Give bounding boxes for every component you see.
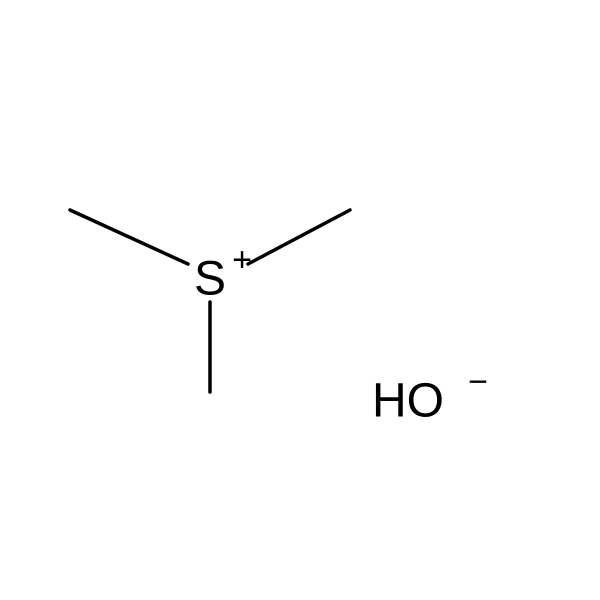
- atom-charge-text: −: [468, 363, 488, 401]
- atom-charge-text: +: [232, 241, 252, 279]
- chemical-structure-canvas: S+ HO−: [0, 0, 600, 600]
- atom-label-text: S: [194, 253, 226, 306]
- bond-line: [70, 210, 188, 264]
- atom-s: S+: [194, 241, 252, 306]
- atom-label-text: HO: [372, 375, 444, 428]
- bond-line: [248, 210, 350, 264]
- atom-ho: HO−: [372, 363, 488, 428]
